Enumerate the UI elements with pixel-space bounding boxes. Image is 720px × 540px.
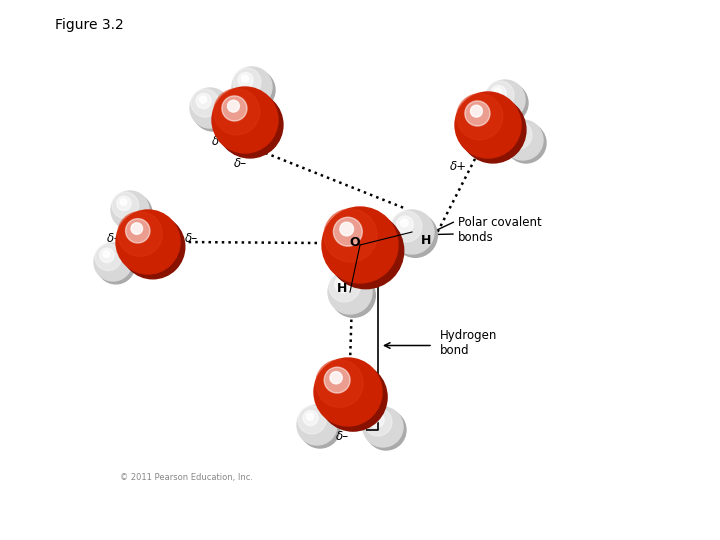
Circle shape (509, 125, 524, 140)
Circle shape (193, 91, 233, 131)
Circle shape (504, 121, 532, 149)
Circle shape (455, 92, 521, 158)
Circle shape (212, 87, 278, 153)
Circle shape (340, 222, 354, 236)
Circle shape (121, 215, 185, 279)
Circle shape (324, 367, 350, 393)
Circle shape (460, 97, 526, 163)
Circle shape (97, 246, 135, 284)
Circle shape (103, 251, 109, 258)
Circle shape (95, 244, 122, 271)
Text: δ+: δ+ (107, 232, 124, 245)
Circle shape (338, 279, 346, 287)
Circle shape (391, 211, 422, 242)
Circle shape (120, 199, 127, 205)
Circle shape (506, 123, 546, 163)
Circle shape (364, 408, 392, 436)
Circle shape (300, 408, 340, 448)
Circle shape (191, 89, 219, 117)
Circle shape (488, 83, 528, 123)
Circle shape (491, 85, 506, 100)
Circle shape (328, 270, 372, 314)
Circle shape (372, 415, 379, 422)
Text: H: H (420, 233, 431, 246)
Circle shape (329, 271, 360, 302)
Circle shape (303, 410, 318, 426)
Text: H: H (337, 281, 347, 294)
Circle shape (232, 67, 272, 107)
Circle shape (363, 407, 403, 447)
Text: O: O (350, 235, 360, 248)
Circle shape (397, 216, 413, 233)
Circle shape (111, 191, 149, 229)
Circle shape (117, 212, 163, 256)
Text: Hydrogen
bond: Hydrogen bond (440, 329, 498, 357)
Circle shape (214, 89, 260, 135)
Circle shape (199, 96, 207, 103)
Circle shape (324, 209, 377, 262)
Circle shape (331, 273, 375, 318)
Circle shape (393, 213, 437, 257)
Circle shape (235, 70, 275, 110)
Text: δ–: δ– (233, 157, 246, 170)
Circle shape (314, 358, 382, 426)
Circle shape (131, 223, 143, 234)
Text: δ–: δ– (185, 232, 198, 245)
Circle shape (319, 363, 387, 431)
Circle shape (307, 413, 314, 420)
Circle shape (190, 88, 230, 128)
Text: Figure 3.2: Figure 3.2 (55, 18, 124, 32)
Circle shape (116, 210, 180, 274)
Text: δ+: δ+ (332, 251, 349, 264)
Circle shape (465, 101, 490, 126)
Circle shape (298, 406, 326, 434)
Text: δ+: δ+ (212, 135, 228, 148)
Circle shape (503, 120, 543, 160)
Circle shape (196, 93, 211, 109)
Circle shape (125, 219, 150, 243)
Circle shape (366, 410, 406, 450)
Text: δ–: δ– (336, 430, 349, 443)
Circle shape (333, 217, 362, 246)
Circle shape (330, 372, 342, 384)
Circle shape (495, 88, 502, 95)
Circle shape (117, 196, 131, 211)
Circle shape (485, 80, 525, 120)
Circle shape (222, 96, 247, 121)
Circle shape (470, 105, 482, 117)
Circle shape (238, 72, 253, 87)
Circle shape (335, 276, 351, 293)
Circle shape (241, 75, 248, 82)
Circle shape (369, 413, 384, 428)
Text: Polar covalent
bonds: Polar covalent bonds (458, 216, 541, 244)
Circle shape (486, 81, 514, 109)
Circle shape (114, 194, 152, 232)
Circle shape (233, 68, 261, 96)
Circle shape (322, 207, 398, 283)
Circle shape (217, 92, 283, 158)
Circle shape (390, 210, 434, 254)
Circle shape (112, 192, 138, 219)
Circle shape (456, 93, 503, 140)
Circle shape (513, 128, 520, 135)
Text: δ+: δ+ (449, 160, 467, 173)
Circle shape (94, 243, 132, 281)
Circle shape (315, 360, 364, 407)
Circle shape (99, 248, 114, 262)
Circle shape (297, 405, 337, 445)
Circle shape (400, 219, 408, 227)
Circle shape (328, 213, 404, 289)
Text: δ–: δ– (500, 150, 513, 163)
Text: © 2011 Pearson Education, Inc.: © 2011 Pearson Education, Inc. (120, 473, 253, 482)
Circle shape (228, 100, 239, 112)
